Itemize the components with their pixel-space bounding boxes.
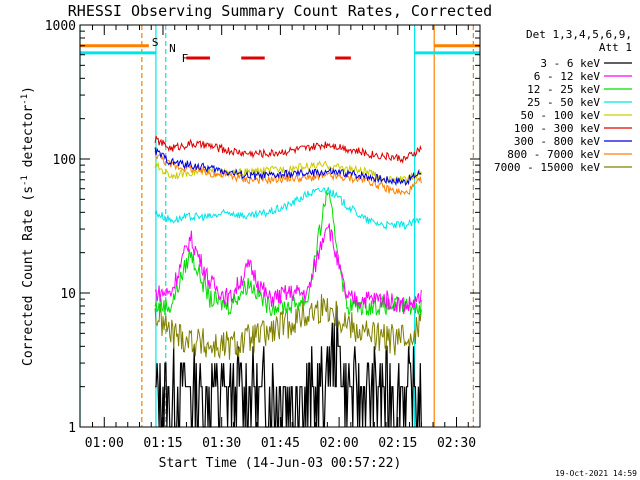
legend-title-1: Det 1,3,4,5,6,9, <box>526 28 632 41</box>
legend-label: 12 - 25 keV <box>527 83 600 96</box>
y-axis-label-sup1: -1 <box>20 175 30 186</box>
legend-label: 100 - 300 keV <box>514 122 600 135</box>
x-axis-label: Start Time (14-Jun-03 00:57:22) <box>159 456 402 471</box>
x-tick-label: 02:15 <box>378 436 417 451</box>
y-axis-label-sup2: -1 <box>20 94 30 105</box>
x-tick-label: 01:45 <box>261 436 300 451</box>
plot-area <box>79 25 480 428</box>
series-line-100-300-keV <box>154 135 422 164</box>
legend-title-2: Att 1 <box>599 41 632 54</box>
series-line-300-800-keV <box>154 147 422 187</box>
legend-label: 300 - 800 keV <box>514 135 600 148</box>
x-tick-label: 02:30 <box>437 436 476 451</box>
y-tick-label: 10 <box>60 287 76 302</box>
y-tick-label: 1000 <box>45 19 76 34</box>
legend-label: 7000 - 15000 keV <box>494 161 600 174</box>
y-tick-label: 1 <box>68 421 76 436</box>
y-tick-label: 100 <box>53 153 76 168</box>
footer-timestamp: 19-Oct-2021 14:59 <box>555 469 637 478</box>
flag-marker-S: S <box>152 36 159 49</box>
legend-label: 6 - 12 keV <box>534 70 601 83</box>
y-axis-label: Corrected Count Rate (s-1 detector-1) <box>20 86 36 366</box>
legend-label: 50 - 100 keV <box>521 109 601 122</box>
x-tick-label: 01:15 <box>143 436 182 451</box>
chart-title: RHESSI Observing Summary Count Rates, Co… <box>68 2 492 20</box>
flag-marker-N: N <box>169 42 176 55</box>
series-line-800-7000-keV <box>154 150 422 196</box>
y-axis-label-end: ) <box>21 86 36 94</box>
x-tick-label: 01:30 <box>202 436 241 451</box>
x-tick-label: 02:00 <box>320 436 359 451</box>
y-axis-label-mid: detector <box>21 105 36 176</box>
series-line-25-50-keV <box>154 186 422 231</box>
series-line-12-25-keV <box>154 190 422 316</box>
series-line-7000-15000-keV <box>154 294 422 360</box>
y-axis-label-main: Corrected Count Rate (s <box>21 186 36 366</box>
legend-label: 25 - 50 keV <box>527 96 600 109</box>
legend-label: 800 - 7000 keV <box>507 148 600 161</box>
legend-label: 3 - 6 keV <box>540 57 600 70</box>
series-line-6-12-keV <box>154 223 422 315</box>
x-tick-label: 01:00 <box>85 436 124 451</box>
flag-marker-F: F <box>182 52 189 65</box>
